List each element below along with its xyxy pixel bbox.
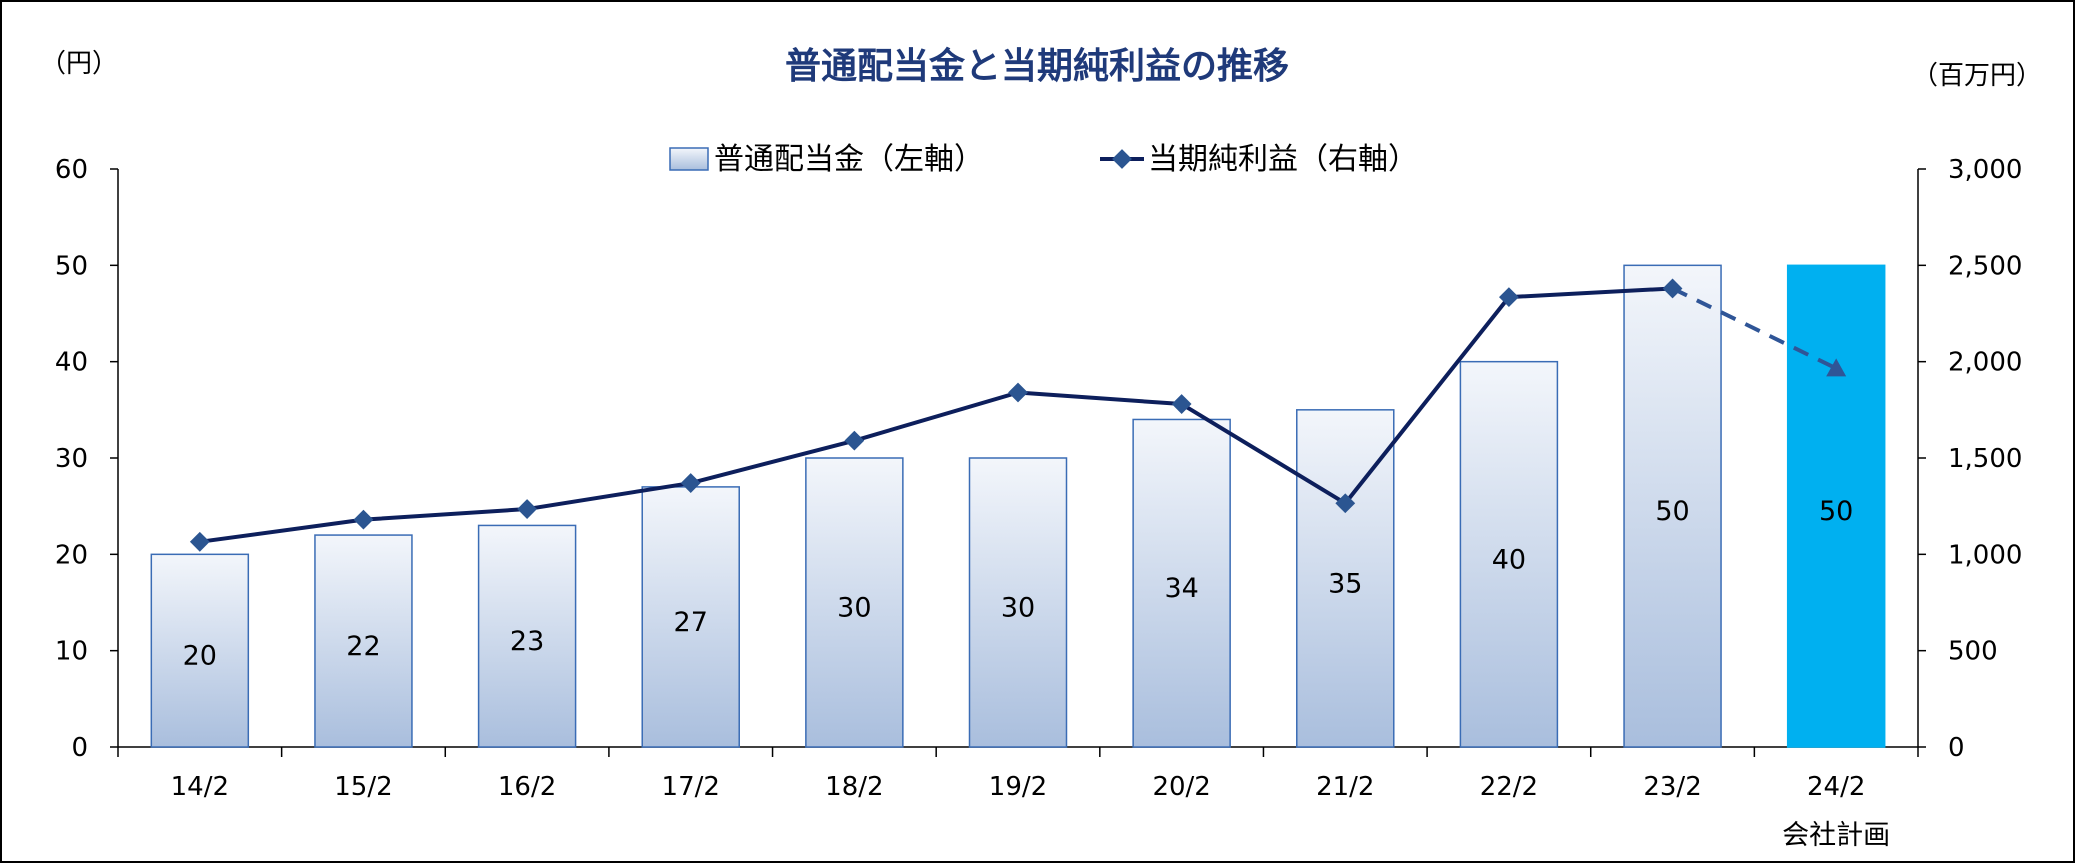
dividend-bar: [314, 534, 413, 748]
right-tick-label: 0: [1948, 733, 1965, 763]
dividend-data-label: 30: [1001, 593, 1035, 624]
net-income-marker: [1499, 287, 1519, 308]
right-tick-label: 1,500: [1948, 444, 2022, 474]
left-tick-label: 20: [55, 540, 88, 570]
dividend-bar: [150, 553, 250, 748]
dividend-data-label: 23: [510, 626, 544, 657]
x-tick-label: 22/2: [1480, 772, 1538, 802]
left-axis-unit: （円）: [40, 49, 118, 79]
dividend-data-label: 35: [1328, 568, 1362, 599]
dividend-data-label: 34: [1164, 573, 1198, 604]
right-tick-label: 500: [1948, 637, 1998, 667]
x-tick-label: 18/2: [825, 772, 883, 802]
net-income-marker: [1171, 394, 1192, 414]
x-tick-label: 16/2: [498, 772, 556, 802]
net-income-forecast-marker: [1826, 358, 1847, 377]
net-income-forecast-line: [1671, 286, 1838, 371]
right-tick-label: 2,500: [1948, 251, 2022, 281]
dividend-bar: [805, 457, 904, 748]
left-tick-label: 40: [55, 348, 88, 378]
right-tick-label: 3,000: [1948, 155, 2022, 185]
dividend-bar: [968, 457, 1068, 748]
right-axis-unit: （百万円）: [1912, 61, 2042, 91]
net-income-marker: [1662, 278, 1683, 299]
left-tick-label: 60: [55, 155, 88, 185]
dividend-bar: [1459, 360, 1559, 748]
dividend-bar: [1623, 264, 1722, 748]
left-tick-label: 50: [55, 251, 88, 281]
net-income-marker: [1335, 493, 1356, 514]
x-tick-label: 23/2: [1643, 772, 1701, 802]
right-tick-label: 1,000: [1948, 540, 2022, 570]
left-tick-label: 0: [71, 733, 88, 763]
net-income-marker: [353, 509, 374, 530]
net-income-marker: [189, 531, 210, 552]
x-tick-label: 14/2: [171, 772, 229, 802]
dividend-data-label: 27: [674, 607, 708, 638]
dividend-data-label: 50: [1819, 496, 1853, 527]
x-tick-label: 19/2: [989, 772, 1047, 802]
legend-bar-label: 普通配当金（左軸）: [714, 142, 984, 177]
left-tick-label: 30: [55, 444, 88, 474]
left-tick-label: 10: [55, 637, 88, 667]
net-income-marker: [1008, 382, 1028, 403]
dividend-data-label: 40: [1492, 544, 1526, 575]
legend: 普通配当金（左軸） 当期純利益（右軸）: [669, 142, 1418, 177]
dividend-bar: [1786, 264, 1886, 748]
dividend-bar: [477, 524, 577, 748]
legend-bar-swatch: [669, 147, 709, 171]
plot-area: 0 10 20 30 40 50 60 0 500 1,000 1,500 2,000 2,500 3,0…: [55, 155, 2023, 851]
dividend-data-label: 20: [183, 641, 217, 672]
x-tick-label: 20/2: [1152, 772, 1210, 802]
net-income-marker: [844, 430, 865, 451]
x-tick-label: 15/2: [334, 772, 392, 802]
right-tick-label: 2,000: [1948, 348, 2022, 378]
x-tick-label: 24/2: [1807, 772, 1865, 802]
dividend-data-label: 22: [346, 631, 380, 662]
dividend-data-label: 50: [1655, 496, 1689, 527]
net-income-marker: [680, 473, 701, 493]
net-income-marker: [517, 499, 537, 519]
dividend-bar: [1296, 409, 1395, 748]
x-tick-label: 21/2: [1316, 772, 1374, 802]
dividend-data-label: 30: [837, 593, 871, 624]
x-tick-label: 17/2: [662, 772, 720, 802]
legend-line-label: 当期純利益（右軸）: [1148, 142, 1418, 177]
legend-line-marker: [1112, 149, 1132, 169]
chart-title: 普通配当金と当期純利益の推移: [785, 45, 1289, 87]
net-income-line: [199, 286, 1673, 544]
dividend-bar: [1132, 418, 1231, 748]
x-tick-sublabel: 会社計画: [1782, 820, 1890, 851]
